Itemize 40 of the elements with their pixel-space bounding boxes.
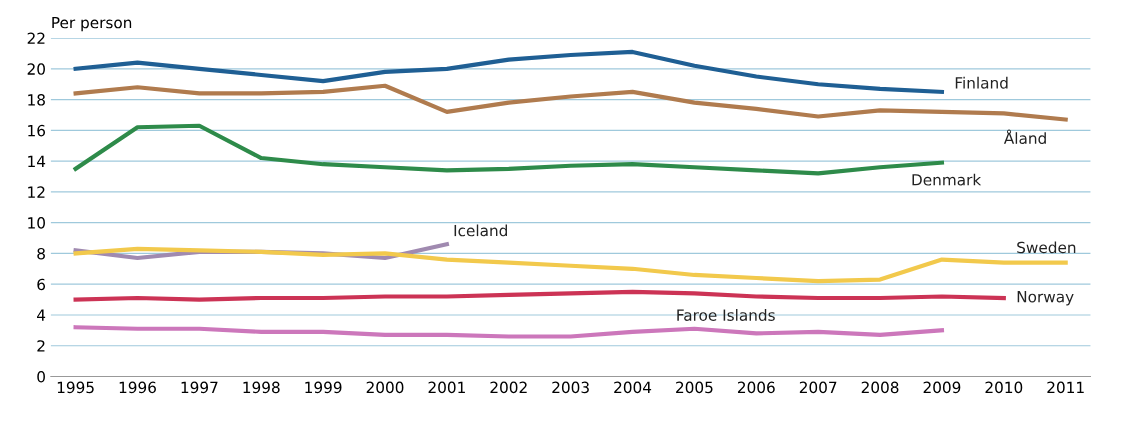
y-tick-label: 14 bbox=[28, 155, 46, 167]
x-tick-label: 2005 bbox=[676, 381, 713, 394]
y-tick-label: 0 bbox=[37, 370, 45, 383]
x-tick-label: 2008 bbox=[861, 381, 899, 394]
y-tick-label: 4 bbox=[37, 309, 46, 321]
y-tick-label: 22 bbox=[27, 32, 45, 44]
x-tick-label: 1996 bbox=[119, 381, 156, 394]
y-tick-label: 6 bbox=[37, 278, 46, 291]
x-tick-label: 2006 bbox=[737, 381, 775, 394]
line-series bbox=[73, 325, 945, 339]
y-tick-label: 16 bbox=[28, 124, 46, 137]
y-tick-label: 2 bbox=[37, 340, 45, 352]
x-tick-label: 2011 bbox=[1047, 381, 1084, 394]
series-label: Denmark bbox=[912, 173, 982, 186]
series-label: Sweden bbox=[1017, 241, 1076, 254]
x-tick-label: 1997 bbox=[181, 381, 218, 394]
y-tick-label: 10 bbox=[28, 217, 45, 229]
y-tick-label: 8 bbox=[37, 247, 45, 260]
x-tick-label: 2009 bbox=[923, 381, 961, 394]
x-tick-label: 1998 bbox=[243, 381, 280, 394]
y-tick-label: 20 bbox=[27, 63, 45, 75]
x-tick-label: 2007 bbox=[799, 381, 837, 394]
y-tick-label: 18 bbox=[28, 94, 45, 106]
x-tick-label: 2004 bbox=[614, 381, 652, 394]
series-label: Iceland bbox=[454, 224, 507, 237]
series-label: Finland bbox=[955, 76, 1008, 89]
y-tick-label: 12 bbox=[28, 186, 45, 198]
y-axis-title: Per person bbox=[52, 16, 132, 32]
line-series bbox=[73, 49, 945, 94]
x-tick-label: 2010 bbox=[985, 381, 1023, 394]
x-tick-label: 1999 bbox=[305, 381, 342, 394]
x-tick-label: 2003 bbox=[552, 381, 589, 394]
x-tick-label: 2000 bbox=[366, 381, 404, 394]
series-label: Norway bbox=[1017, 291, 1074, 306]
series-label: Faroe Islands bbox=[677, 309, 775, 321]
x-tick-label: 2002 bbox=[490, 381, 527, 394]
series-label: Åland bbox=[1003, 129, 1046, 145]
x-tick-label: 1995 bbox=[57, 381, 94, 394]
x-tick-label: 2001 bbox=[428, 381, 465, 394]
line-series bbox=[73, 289, 1006, 302]
